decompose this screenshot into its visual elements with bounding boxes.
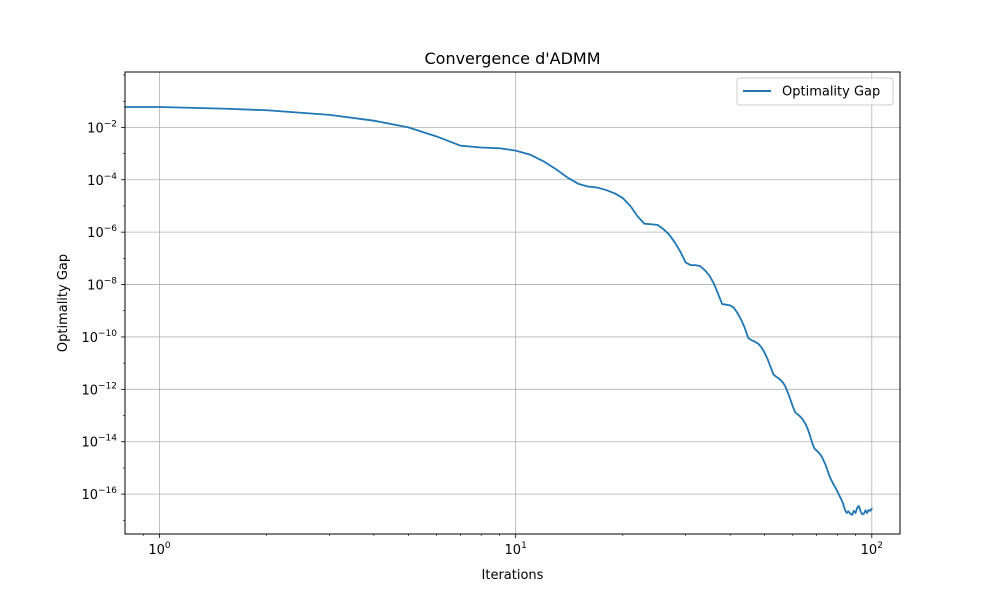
y-tick-label: 10−4 <box>87 172 117 189</box>
x-axis-ticks: 100 101 102 <box>142 534 883 558</box>
grid-lines <box>125 72 900 534</box>
y-tick-label: 10−6 <box>87 224 117 241</box>
y-tick-label: 10−10 <box>81 329 117 346</box>
x-tick-label: 102 <box>861 541 883 558</box>
y-axis-title: Optimality Gap <box>56 254 71 352</box>
y-axis-ticks: 10−2 10−4 10−6 10−8 10−10 10−12 10−14 10−16 <box>81 74 125 521</box>
y-tick-label: 10−2 <box>87 119 117 136</box>
plot-area-frame <box>124 71 901 535</box>
y-tick-label: 10−8 <box>87 277 117 294</box>
legend-box <box>736 77 894 106</box>
y-tick-label: 10−16 <box>81 486 117 503</box>
x-tick-label: 101 <box>505 541 527 558</box>
series-line-optimality-gap <box>124 106 873 516</box>
y-tick-label: 10−12 <box>81 381 117 398</box>
y-tick-label: 10−14 <box>81 434 117 451</box>
series-layer <box>124 106 873 516</box>
legend-label: Optimality Gap <box>782 85 880 100</box>
x-axis-title: Iterations <box>482 568 544 583</box>
x-tick-label: 100 <box>148 541 171 558</box>
chart-title: Convergence d'ADMM <box>424 49 600 68</box>
chart-legend: Optimality Gap <box>736 77 894 106</box>
